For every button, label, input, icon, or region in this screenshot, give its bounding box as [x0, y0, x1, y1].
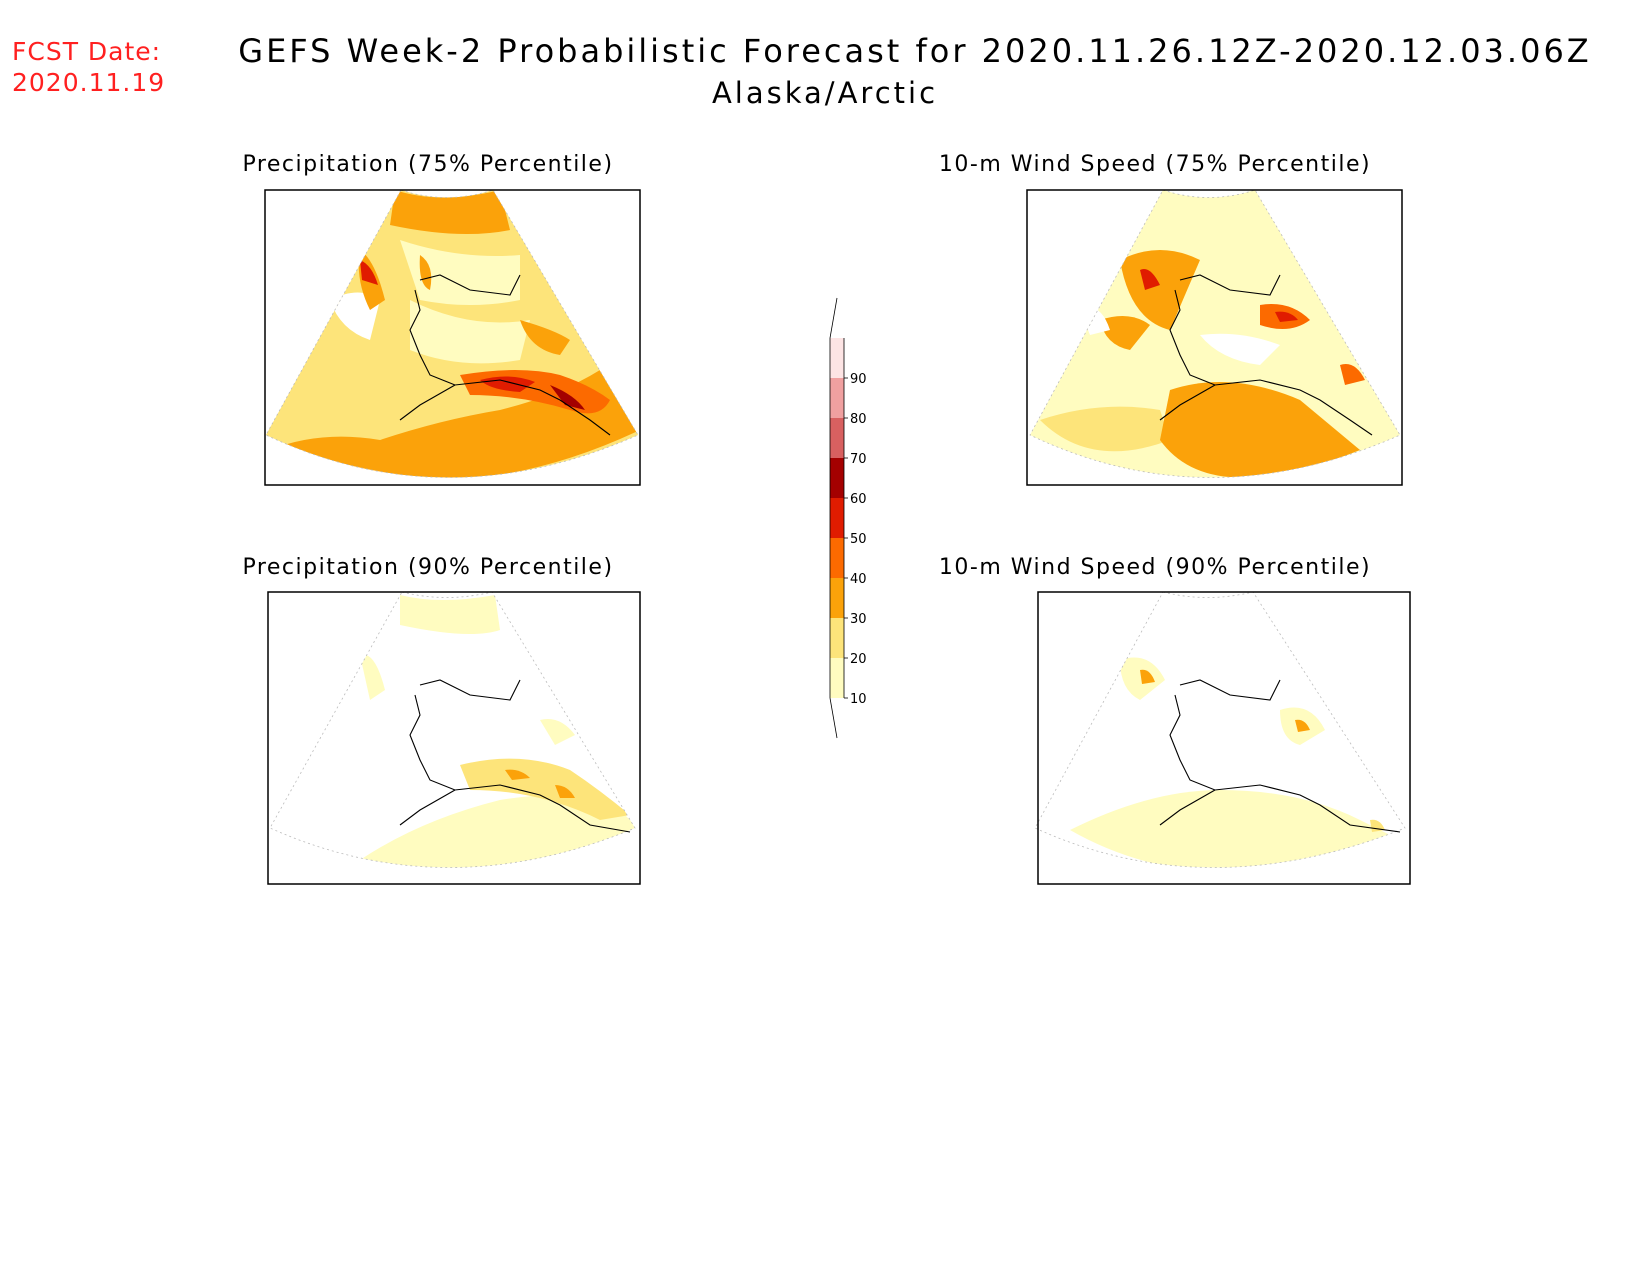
- map-panel-wind-90: [1034, 591, 1411, 885]
- colorbar-tick-label: 90: [850, 372, 867, 387]
- colorbar-swatch: [830, 338, 844, 378]
- panel-title-precip-75: Precipitation (75% Percentile): [242, 152, 614, 177]
- colorbar-tick-label: 10: [850, 692, 867, 707]
- colorbar-swatch: [830, 498, 844, 538]
- colorbar-tick-label: 40: [850, 572, 867, 587]
- forecast-date-value: 2020.11.19: [12, 68, 166, 97]
- map-panel-precip-75: [264, 189, 641, 486]
- colorbar-swatch: [830, 578, 844, 618]
- page-title: GEFS Week-2 Probabilistic Forecast for 2…: [0, 32, 1650, 110]
- colorbar-swatch: [830, 538, 844, 578]
- colorbar: 10 20 30 40 50 60 70 80 90: [829, 297, 867, 739]
- map-panel-wind-75: [1026, 189, 1403, 486]
- colorbar-tick-label: 20: [850, 652, 867, 667]
- colorbar-swatch: [830, 378, 844, 418]
- map-panel-precip-90: [267, 591, 641, 885]
- title-line-2: Alaska/Arctic: [711, 76, 939, 110]
- colorbar-tick-label: 70: [850, 452, 867, 467]
- colorbar-tick-label: 60: [850, 492, 867, 507]
- colorbar-swatch: [830, 618, 844, 658]
- panel-title-wind-75: 10-m Wind Speed (75% Percentile): [938, 152, 1372, 177]
- panel-title-precip-90: Precipitation (90% Percentile): [242, 555, 614, 580]
- colorbar-swatch: [830, 418, 844, 458]
- colorbar-swatch: [830, 458, 844, 498]
- colorbar-tick-label: 80: [850, 412, 867, 427]
- colorbar-swatch: [830, 658, 844, 698]
- forecast-date-label: FCST Date:: [12, 37, 162, 66]
- colorbar-tick-label: 30: [850, 612, 867, 627]
- panel-title-wind-90: 10-m Wind Speed (90% Percentile): [938, 555, 1372, 580]
- colorbar-tick-label: 50: [850, 532, 867, 547]
- title-line-1: GEFS Week-2 Probabilistic Forecast for 2…: [238, 32, 1592, 70]
- colorbar-outline: [829, 297, 845, 739]
- forecast-date: FCST Date: 2020.11.19: [12, 36, 165, 98]
